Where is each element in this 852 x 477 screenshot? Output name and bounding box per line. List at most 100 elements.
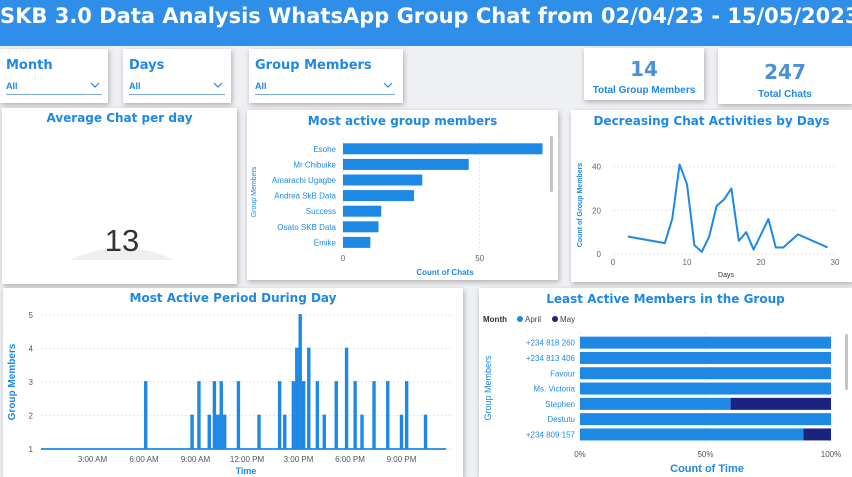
group-members-slicer-label: Group Members (255, 58, 372, 73)
group-members-dropdown[interactable]: All (255, 78, 395, 95)
days-dropdown[interactable]: All (129, 78, 225, 95)
x-axis-label: Count of Chats (416, 268, 474, 277)
series-line (627, 163, 829, 253)
month-dropdown-value: All (6, 81, 18, 91)
gauge-title: Average Chat per day (46, 111, 193, 125)
bar (343, 143, 543, 155)
kpi-chats-value: 247 (764, 60, 806, 84)
category-label: Andrea SkB Data (274, 192, 336, 201)
x-tick-label: 3:00 PM (284, 455, 314, 464)
gauge-card: Average Chat per day 13 (2, 108, 237, 284)
month-slicer-label: Month (6, 58, 53, 73)
bar-april (580, 351, 831, 364)
least-active-card: Least Active Members in the Group Month A… (479, 288, 852, 477)
y-axis-label: Group Members (251, 166, 258, 217)
days-slicer: Days All (123, 49, 231, 103)
kpi-chats-label: Total Chats (758, 89, 812, 100)
x-tick-label: 0 (611, 258, 616, 267)
x-tick-label: 50 (475, 254, 484, 263)
legend-label-april: April (525, 315, 541, 324)
x-tick-label: 3:00 AM (78, 455, 108, 464)
category-label: Ms. Victoria (533, 385, 575, 394)
chevron-down-icon (213, 82, 223, 88)
bar-april (580, 428, 804, 441)
days-slicer-label: Days (129, 58, 165, 73)
bar-april (580, 367, 831, 380)
kpi-members-value: 14 (630, 57, 658, 81)
bar-april (580, 413, 831, 426)
bar (343, 158, 469, 170)
category-label: Favour (550, 369, 575, 378)
y-tick-label: 4 (29, 345, 34, 354)
decreasing-chart: 0 20 40 0 10 20 30 Days Count of Group Members (577, 163, 840, 279)
header-banner: SKB 3.0 Data Analysis WhatsApp Group Cha… (0, 0, 852, 46)
bar-may (803, 428, 831, 441)
x-axis-label: Count of Time (670, 463, 744, 475)
least-active-chart: Month April May 0% 50% 100% +234 818 260 +234 8… (483, 315, 848, 475)
bar (343, 236, 371, 248)
x-tick-label: 0% (574, 450, 586, 459)
category-label: Osato SKB Data (277, 223, 336, 232)
bar-april (580, 336, 831, 349)
kpi-total-group-members: 14 Total Group Members (584, 48, 704, 100)
y-tick-label: 20 (592, 206, 601, 215)
kpi-members-label: Total Group Members (592, 85, 696, 96)
page-title: SKB 3.0 Data Analysis WhatsApp Group Cha… (0, 4, 852, 28)
y-tick-label: 5 (29, 311, 34, 320)
y-axis-label: Count of Group Members (577, 163, 584, 247)
bar-april (580, 397, 731, 410)
category-label: +234 809 157 (526, 430, 576, 439)
month-slicer: Month All (0, 49, 108, 103)
scrollbar (845, 334, 848, 390)
month-dropdown[interactable]: All (6, 78, 102, 95)
least-active-title: Least Active Members in the Group (546, 292, 785, 306)
x-tick-label: 10 (683, 258, 692, 267)
bar (343, 205, 382, 217)
x-tick-label: 6:00 AM (129, 455, 159, 464)
legend-marker-april (517, 316, 523, 322)
decreasing-title: Decreasing Chat Activities by Days (593, 114, 830, 128)
category-label: +234 813 406 (526, 354, 576, 363)
legend-title: Month (483, 315, 507, 324)
period-card: Most Active Period During Day 1 2 3 4 5 3:00 … (3, 288, 463, 477)
y-tick-label: 40 (592, 163, 601, 172)
legend-label-may: May (560, 315, 575, 324)
x-axis-label: Days (718, 272, 734, 279)
x-tick-label: 9:00 AM (181, 455, 211, 464)
y-tick-label: 0 (597, 250, 602, 259)
scrollbar (550, 136, 553, 192)
period-chart: 1 2 3 4 5 3:00 AM 6:00 AM 9:00 AM 12:00 PM 3:00 P… (7, 311, 453, 476)
days-dropdown-value: All (129, 81, 141, 91)
most-active-title: Most active group members (307, 114, 498, 128)
x-tick-label: 12:00 PM (230, 455, 265, 464)
category-label: Success (306, 207, 336, 216)
category-label: Amarachi Ugagbe (272, 176, 337, 185)
category-label: Mr Chibuike (293, 160, 336, 169)
bar-april (580, 382, 831, 395)
x-tick-label: 6:00 PM (335, 455, 365, 464)
x-tick-label: 30 (831, 258, 840, 267)
x-tick-label: 20 (757, 258, 766, 267)
most-active-card: Most active group members 0 50 Esohe Mr Chi… (247, 110, 558, 280)
y-axis-label: Group Members (7, 343, 18, 420)
y-tick-label: 1 (29, 445, 34, 454)
category-label: Destutu (547, 415, 575, 424)
bar (343, 174, 423, 186)
y-tick-label: 2 (29, 412, 34, 421)
category-label: Emike (314, 238, 337, 247)
category-label: Stephen (545, 400, 575, 409)
y-axis-label: Group Members (483, 355, 493, 421)
group-members-dropdown-value: All (255, 81, 267, 91)
x-tick-label: 0 (341, 254, 346, 263)
category-label: Esohe (313, 145, 336, 154)
chevron-down-icon (90, 82, 100, 88)
gauge-value: 13 (105, 223, 139, 258)
series-line (41, 314, 447, 450)
x-tick-label: 50% (697, 450, 713, 459)
bar (343, 221, 379, 233)
y-tick-label: 3 (29, 378, 34, 387)
x-tick-label: 100% (821, 450, 841, 459)
kpi-total-chats: 247 Total Chats (718, 48, 852, 104)
period-title: Most Active Period During Day (129, 291, 337, 305)
bar-may (730, 397, 831, 410)
